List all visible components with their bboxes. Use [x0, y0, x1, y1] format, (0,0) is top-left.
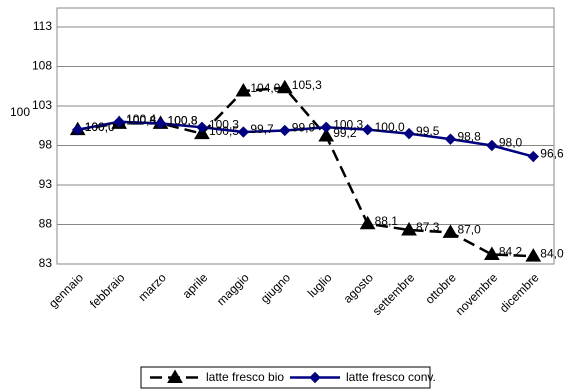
- data-point: [444, 133, 457, 145]
- data-label: 99,5: [416, 124, 440, 138]
- data-point: [359, 215, 376, 230]
- data-point: [276, 79, 293, 94]
- x-tick-label: luglio: [305, 270, 335, 300]
- legend: [140, 366, 431, 389]
- x-tick-label: novembre: [453, 270, 501, 318]
- y-tick-label: 108: [32, 59, 52, 73]
- legend-label: latte fresco conv.: [346, 370, 436, 384]
- data-point: [113, 116, 125, 128]
- data-label: 100,0: [375, 120, 405, 134]
- data-label: 105,3: [292, 78, 322, 92]
- y-tick-label: 88: [39, 217, 53, 231]
- data-label: 100,3: [209, 117, 239, 131]
- x-tick-label: agosto: [341, 270, 377, 306]
- legend-marker: [309, 371, 321, 384]
- data-label: 100,0: [85, 120, 115, 134]
- y-tick-label: 83: [39, 256, 53, 270]
- data-point: [442, 224, 459, 238]
- data-point: [235, 82, 252, 97]
- legend-label: latte fresco bio: [206, 370, 284, 384]
- x-tick-label: aprile: [180, 270, 211, 301]
- x-tick-label: settembre: [370, 270, 418, 318]
- x-tick-label: maggio: [214, 270, 252, 308]
- data-point: [154, 117, 167, 130]
- x-tick-label: dicembre: [497, 270, 542, 315]
- x-tick-label: gennaio: [46, 270, 86, 310]
- x-tick-label: ottobre: [423, 270, 460, 307]
- data-label: 87,3: [416, 220, 440, 234]
- data-point: [484, 246, 500, 261]
- data-label: 100,3: [333, 117, 363, 131]
- x-tick-label: marzo: [135, 270, 169, 304]
- annotation: 100: [10, 105, 30, 119]
- x-tick-label: giugno: [258, 270, 294, 306]
- data-label: 99,9: [292, 121, 316, 135]
- data-label: 98,8: [457, 129, 481, 143]
- plot-area: [56, 7, 555, 265]
- data-label: 88,1: [375, 214, 399, 228]
- data-label: 100,4: [126, 112, 156, 126]
- data-point: [486, 139, 498, 152]
- data-label: 84,0: [540, 246, 564, 260]
- data-point: [525, 248, 542, 262]
- legend-marker: [167, 369, 183, 383]
- x-tick-label: febbraio: [87, 270, 128, 311]
- y-tick-label: 98: [39, 138, 53, 152]
- y-tick-label: 93: [39, 177, 53, 191]
- series-line: [77, 120, 534, 158]
- y-tick-label: 113: [33, 19, 52, 33]
- data-point: [196, 121, 208, 134]
- data-label: 84,2: [499, 245, 523, 259]
- data-label: 87,0: [457, 223, 481, 237]
- data-point: [401, 222, 417, 236]
- data-point: [279, 124, 291, 137]
- data-label: 100,8: [168, 114, 198, 128]
- data-point: [403, 127, 415, 140]
- y-tick-label: 103: [32, 98, 52, 112]
- data-label: 99,7: [250, 122, 274, 136]
- data-point: [72, 123, 84, 136]
- data-point: [361, 123, 374, 136]
- data-point: [237, 126, 250, 138]
- data-point: [318, 128, 335, 142]
- data-point: [320, 121, 332, 134]
- data-label: 104,9: [250, 81, 280, 95]
- data-label: 96,6: [540, 147, 564, 161]
- data-label: 98,0: [499, 136, 523, 150]
- data-point: [527, 150, 539, 163]
